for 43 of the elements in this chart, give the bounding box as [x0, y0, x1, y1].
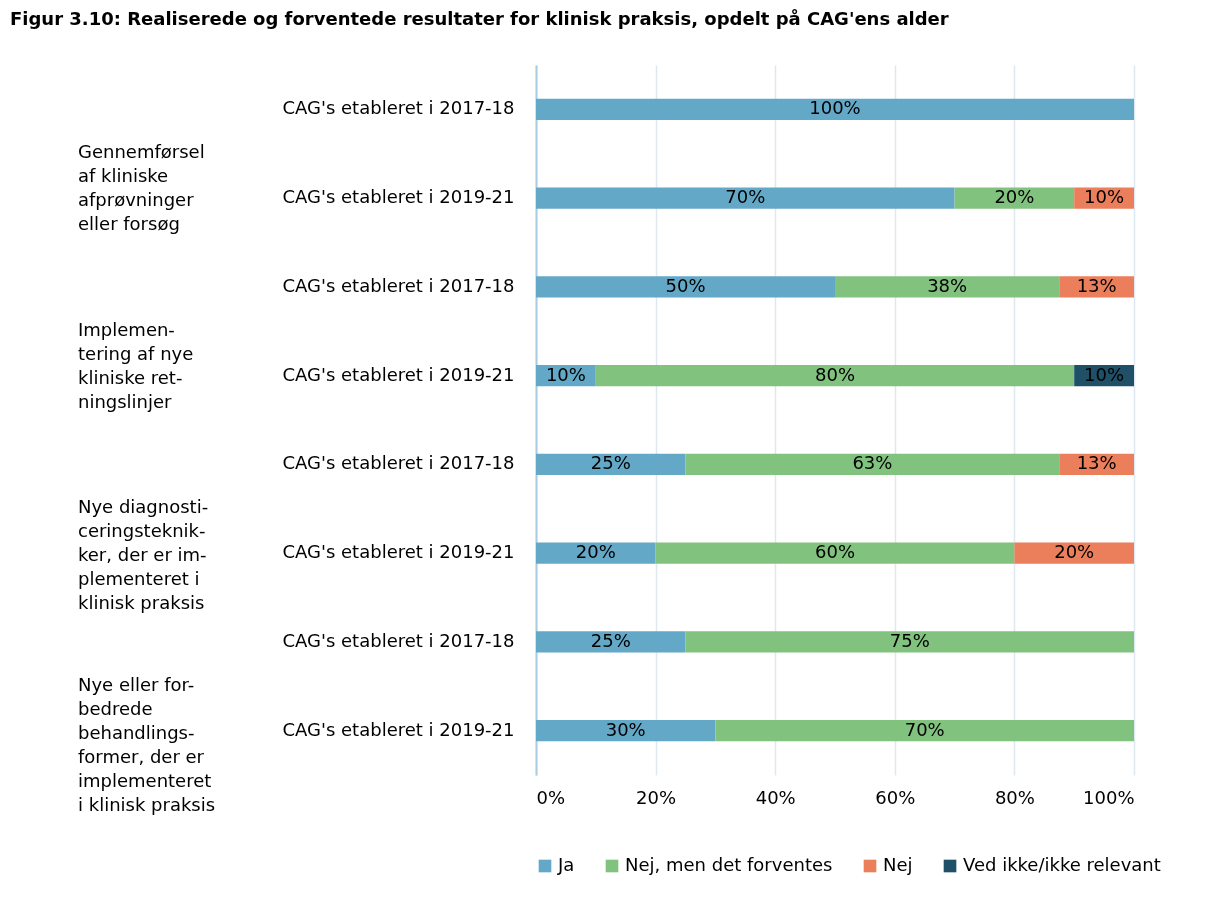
y-tick-label: CAG's etableret i 2019-21: [282, 186, 515, 208]
data-label: 10%: [545, 363, 586, 385]
y-tick-label: CAG's etableret i 2019-21: [282, 541, 515, 563]
data-label: 13%: [1076, 274, 1117, 296]
data-label: 63%: [852, 452, 893, 474]
data-label: 20%: [1054, 541, 1095, 563]
x-tick-label: 20%: [636, 786, 677, 808]
data-label: 50%: [665, 274, 706, 296]
data-label: 38%: [927, 274, 968, 296]
x-tick-label: 80%: [994, 786, 1035, 808]
data-label: 100%: [809, 97, 861, 119]
data-label: 70%: [904, 718, 945, 740]
y-tick-label: CAG's etableret i 2017-18: [282, 97, 515, 119]
data-label: 30%: [605, 718, 646, 740]
data-label: 70%: [725, 186, 766, 208]
y-tick-label: CAG's etableret i 2017-18: [282, 629, 515, 651]
data-label: 75%: [889, 629, 930, 651]
x-tick-label: 100%: [1083, 786, 1135, 808]
x-tick-label: 0%: [536, 786, 566, 808]
data-label: 80%: [814, 363, 856, 385]
data-label: 60%: [814, 541, 856, 563]
chart-title: Figur 3.10: Realiserede og forventede resultater for klinisk praksis, opdelt på CAG'ens alder: [10, 8, 949, 29]
data-label: 25%: [590, 452, 631, 474]
data-label: 20%: [994, 186, 1035, 208]
x-tick-label: 40%: [755, 786, 796, 808]
data-label: 13%: [1076, 452, 1117, 474]
data-label: 25%: [590, 629, 631, 651]
y-tick-label: CAG's etableret i 2017-18: [282, 274, 515, 296]
data-label: 10%: [1084, 363, 1125, 385]
data-label: 10%: [1084, 186, 1125, 208]
text: Nye eller for- bedrede behandlings- former, der er implementeret i klinisk praksis: [78, 673, 216, 815]
text: Gennemførsel af kliniske afprøvninger eller forsøg: [78, 141, 205, 235]
text: Implemen- tering af nye kliniske ret- ningslinjer: [78, 318, 194, 412]
y-tick-label: CAG's etableret i 2019-21: [282, 718, 515, 740]
legend-label: Ved ikke/ikke relevant: [963, 854, 1161, 875]
data-label: 20%: [575, 541, 616, 563]
legend-label: Nej, men det forventes: [625, 854, 833, 875]
y-tick-label: CAG's etableret i 2019-21: [282, 363, 515, 385]
legend-label: Ja: [557, 854, 575, 875]
y-tick-label: CAG's etableret i 2017-18: [282, 452, 515, 474]
legend-label: Nej: [883, 854, 913, 875]
x-tick-label: 60%: [875, 786, 916, 808]
text: Nye diagnosti- ceringsteknik- ker, der er im- plementeret i klinisk praksis: [78, 496, 209, 614]
